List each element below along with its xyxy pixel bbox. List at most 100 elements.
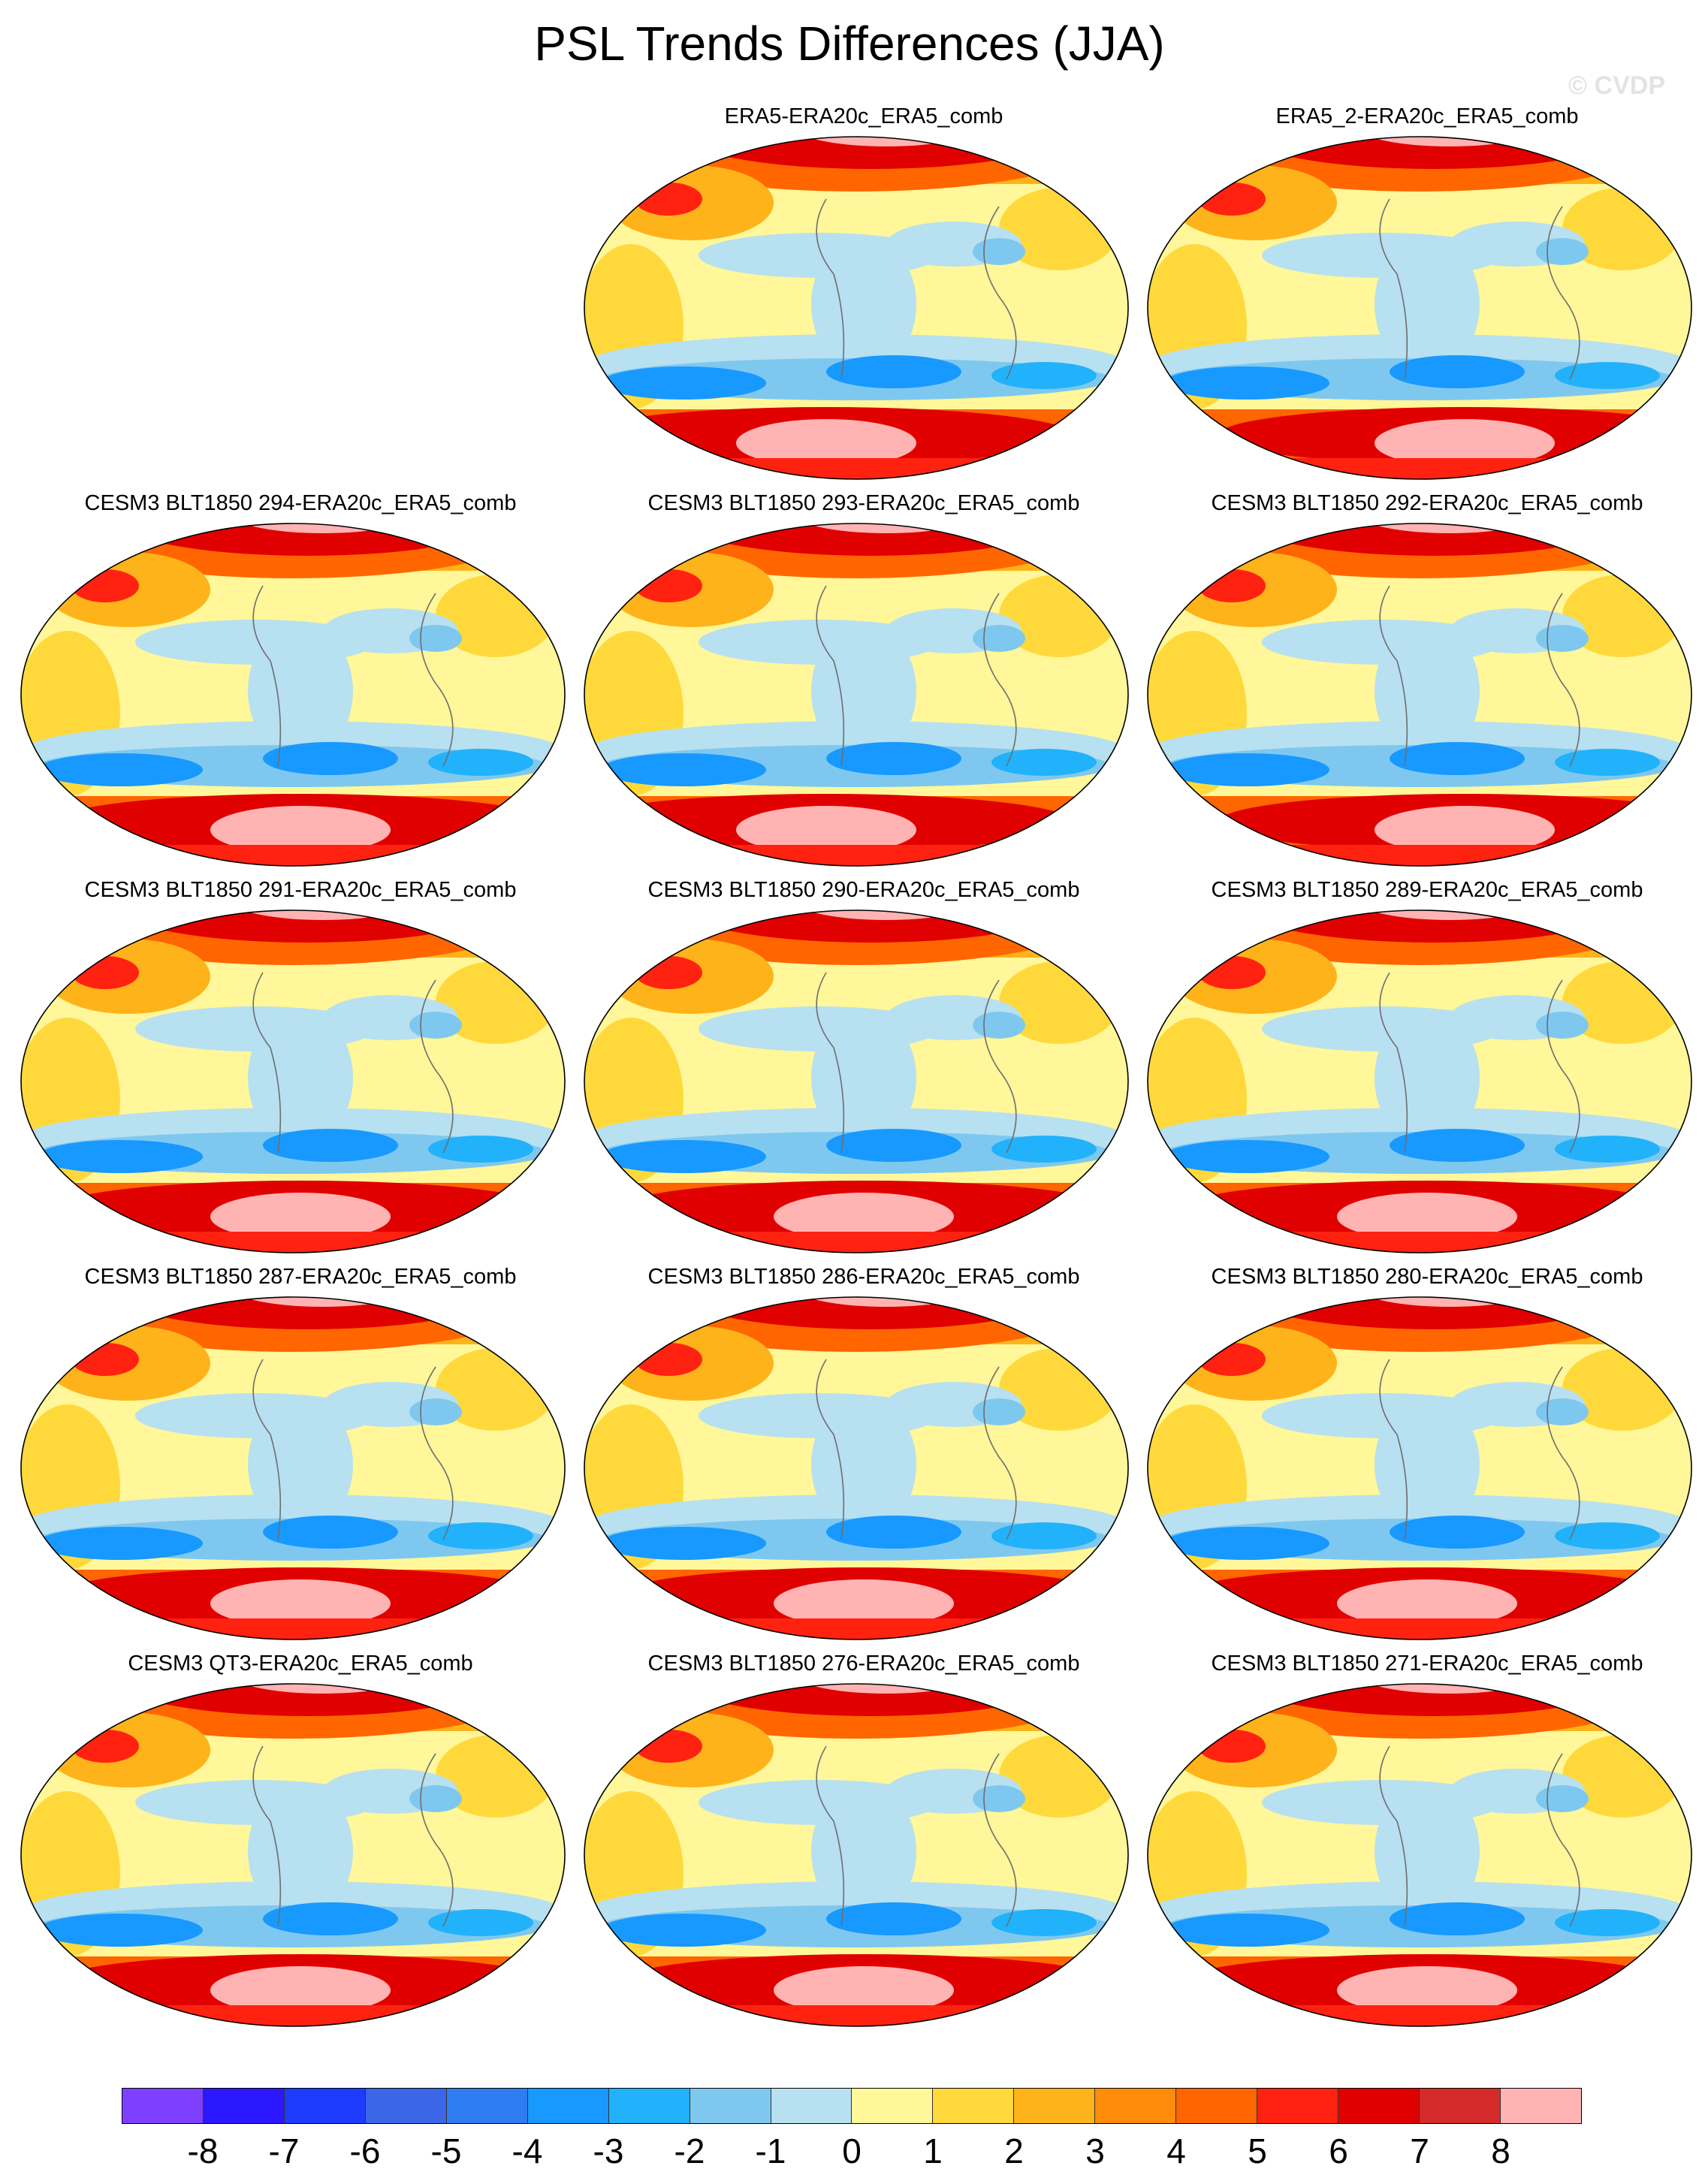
map-border	[584, 1683, 1129, 2027]
map-border	[584, 523, 1129, 867]
map-field	[21, 1297, 565, 1640]
map-panel: CESM3 BLT1850 293-ERA20c_ERA5_comb	[578, 488, 1149, 871]
map-field	[21, 1684, 565, 2026]
map-panel: CESM3 BLT1850 271-ERA20c_ERA5_comb	[1142, 1649, 1699, 2032]
colorbar-cell	[527, 2089, 609, 2123]
world-map	[20, 909, 566, 1253]
map-border	[584, 1296, 1129, 1640]
colorbar-cell	[446, 2089, 528, 2123]
colorbar-cell	[1257, 2089, 1339, 2123]
colorbar-tick-label: 1	[923, 2131, 943, 2170]
map-border	[20, 523, 566, 867]
map-field	[584, 137, 1128, 479]
colorbar-cell	[690, 2089, 771, 2123]
colorbar-cell	[933, 2089, 1015, 2123]
colorbar-cell	[284, 2089, 366, 2123]
panel-title: CESM3 BLT1850 294-ERA20c_ERA5_comb	[84, 491, 517, 515]
map-field	[1148, 910, 1691, 1253]
panel-title: CESM3 BLT1850 289-ERA20c_ERA5_comb	[1211, 878, 1643, 902]
colorbar-cell	[1014, 2089, 1096, 2123]
world-map	[20, 1683, 566, 2027]
colorbar-cell	[852, 2089, 934, 2123]
map-panel: CESM3 BLT1850 280-ERA20c_ERA5_comb	[1142, 1262, 1699, 1645]
colorbar-cell	[608, 2089, 690, 2123]
panel-title: CESM3 BLT1850 276-ERA20c_ERA5_comb	[647, 1652, 1080, 1676]
map-panel: ERA5-ERA20c_ERA5_comb	[578, 101, 1149, 484]
world-map	[584, 909, 1129, 1253]
map-panel: CESM3 BLT1850 292-ERA20c_ERA5_comb	[1142, 488, 1699, 871]
world-map	[584, 136, 1129, 480]
colorbar-tick-label: -7	[268, 2131, 300, 2170]
map-field	[1148, 1297, 1691, 1640]
colorbar-cell	[122, 2089, 204, 2123]
world-map	[1147, 136, 1692, 480]
panel-title: CESM3 BLT1850 292-ERA20c_ERA5_comb	[1211, 491, 1643, 515]
panel-title: CESM3 QT3-ERA20c_ERA5_comb	[128, 1652, 473, 1676]
page-title: PSL Trends Differences (JJA)	[534, 17, 1165, 71]
world-map	[584, 1296, 1129, 1640]
colorbar-cell	[1176, 2089, 1258, 2123]
world-map	[584, 523, 1129, 867]
watermark: © CVDP	[1568, 71, 1665, 100]
panel-title: CESM3 BLT1850 290-ERA20c_ERA5_comb	[647, 878, 1080, 902]
colorbar-cell	[203, 2089, 285, 2123]
map-panel: CESM3 BLT1850 287-ERA20c_ERA5_comb	[15, 1262, 586, 1645]
colorbar-tick-label: -2	[674, 2131, 705, 2170]
colorbar-cell	[1420, 2089, 1501, 2123]
colorbar-tick-label: -5	[430, 2131, 462, 2170]
map-field	[1148, 1684, 1691, 2026]
colorbar-cell	[1338, 2089, 1420, 2123]
map-panel: ERA5_2-ERA20c_ERA5_comb	[1142, 101, 1699, 484]
map-field	[584, 1684, 1128, 2026]
map-field	[21, 523, 565, 866]
colorbar	[122, 2088, 1582, 2124]
world-map	[1147, 1296, 1692, 1640]
colorbar-cell	[1095, 2089, 1177, 2123]
colorbar-labels: -8 -7 -6 -5 -4 -3 -2 -1 0 1 2 3 4 5 6 7 8	[0, 2130, 1699, 2175]
colorbar-tick-label: 8	[1491, 2131, 1510, 2170]
map-border	[1147, 909, 1692, 1253]
map-panel: CESM3 BLT1850 286-ERA20c_ERA5_comb	[578, 1262, 1149, 1645]
map-border	[1147, 136, 1692, 480]
map-field	[584, 1297, 1128, 1640]
world-map	[20, 1296, 566, 1640]
map-border	[1147, 1296, 1692, 1640]
world-map	[20, 523, 566, 867]
panel-title: CESM3 BLT1850 280-ERA20c_ERA5_comb	[1211, 1265, 1643, 1289]
map-field	[584, 910, 1128, 1253]
map-border	[584, 909, 1129, 1253]
panel-title: CESM3 BLT1850 293-ERA20c_ERA5_comb	[647, 491, 1080, 515]
map-border	[1147, 523, 1692, 867]
colorbar-tick-label: 5	[1248, 2131, 1267, 2170]
colorbar-tick-label: 0	[842, 2131, 862, 2170]
colorbar-tick-label: 2	[1004, 2131, 1024, 2170]
colorbar-tick-label: -3	[593, 2131, 624, 2170]
map-field	[21, 910, 565, 1253]
map-panel: CESM3 BLT1850 291-ERA20c_ERA5_comb	[15, 875, 586, 1258]
colorbar-tick-label: -4	[512, 2131, 543, 2170]
colorbar-tick-label: 6	[1329, 2131, 1348, 2170]
map-field	[1148, 137, 1691, 479]
panel-title: CESM3 BLT1850 287-ERA20c_ERA5_comb	[84, 1265, 517, 1289]
map-panel: CESM3 BLT1850 290-ERA20c_ERA5_comb	[578, 875, 1149, 1258]
colorbar-cell	[1500, 2089, 1581, 2123]
map-field	[1148, 523, 1691, 866]
map-border	[20, 909, 566, 1253]
colorbar-tick-label: 3	[1085, 2131, 1105, 2170]
panel-title: CESM3 BLT1850 286-ERA20c_ERA5_comb	[647, 1265, 1080, 1289]
map-panel: CESM3 BLT1850 289-ERA20c_ERA5_comb	[1142, 875, 1699, 1258]
world-map	[1147, 523, 1692, 867]
map-border	[584, 136, 1129, 480]
colorbar-tick-label: 4	[1166, 2131, 1186, 2170]
world-map	[1147, 1683, 1692, 2027]
map-field	[584, 523, 1128, 866]
panel-title: ERA5_2-ERA20c_ERA5_comb	[1275, 104, 1579, 128]
colorbar-tick-label: 7	[1410, 2131, 1429, 2170]
panel-title: CESM3 BLT1850 271-ERA20c_ERA5_comb	[1211, 1652, 1643, 1676]
map-border	[20, 1296, 566, 1640]
panel-title: ERA5-ERA20c_ERA5_comb	[724, 104, 1003, 128]
map-border	[1147, 1683, 1692, 2027]
map-border	[20, 1683, 566, 2027]
map-panel: CESM3 QT3-ERA20c_ERA5_comb	[15, 1649, 586, 2032]
colorbar-tick-label: -1	[755, 2131, 786, 2170]
